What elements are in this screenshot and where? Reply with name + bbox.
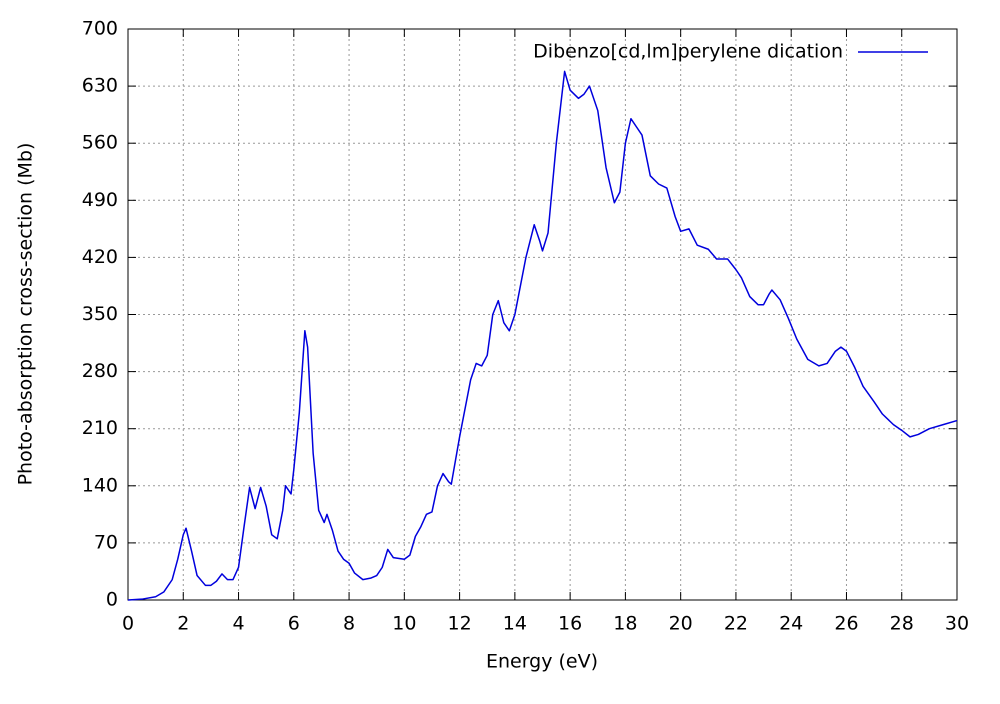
y-tick-label: 490	[82, 189, 118, 211]
y-tick-label: 350	[82, 303, 118, 325]
x-axis-label: Energy (eV)	[486, 651, 598, 673]
y-tick-label: 140	[82, 474, 118, 496]
x-tick-label: 24	[779, 613, 803, 635]
y-tick-label: 560	[82, 132, 118, 154]
x-tick-label: 28	[890, 613, 914, 635]
y-tick-label: 630	[82, 75, 118, 97]
x-tick-label: 0	[122, 613, 134, 635]
x-tick-label: 12	[448, 613, 472, 635]
plot-frame	[127, 28, 958, 601]
x-tick-label: 16	[558, 613, 582, 635]
x-tick-label: 30	[945, 613, 969, 635]
y-tick-label: 210	[82, 417, 118, 439]
x-tick-label: 10	[392, 613, 416, 635]
y-tick-label: 700	[82, 18, 118, 40]
x-tick-label: 20	[669, 613, 693, 635]
x-tick-label: 22	[724, 613, 748, 635]
y-tick-label: 70	[94, 531, 118, 553]
x-tick-label: 26	[834, 613, 858, 635]
data-line	[127, 70, 958, 601]
x-tick-label: 8	[343, 613, 355, 635]
legend-label: Dibenzo[cd,lm]perylene dication	[533, 41, 843, 63]
x-tick-label: 6	[288, 613, 300, 635]
x-tick-label: 4	[232, 613, 244, 635]
y-tick-label: 0	[106, 589, 118, 611]
x-tick-label: 14	[503, 613, 527, 635]
y-tick-label: 420	[82, 246, 118, 268]
x-tick-label: 18	[613, 613, 637, 635]
y-axis-label: Photo-absorption cross-section (Mb)	[15, 143, 37, 486]
x-tick-label: 2	[177, 613, 189, 635]
y-tick-label: 280	[82, 360, 118, 382]
